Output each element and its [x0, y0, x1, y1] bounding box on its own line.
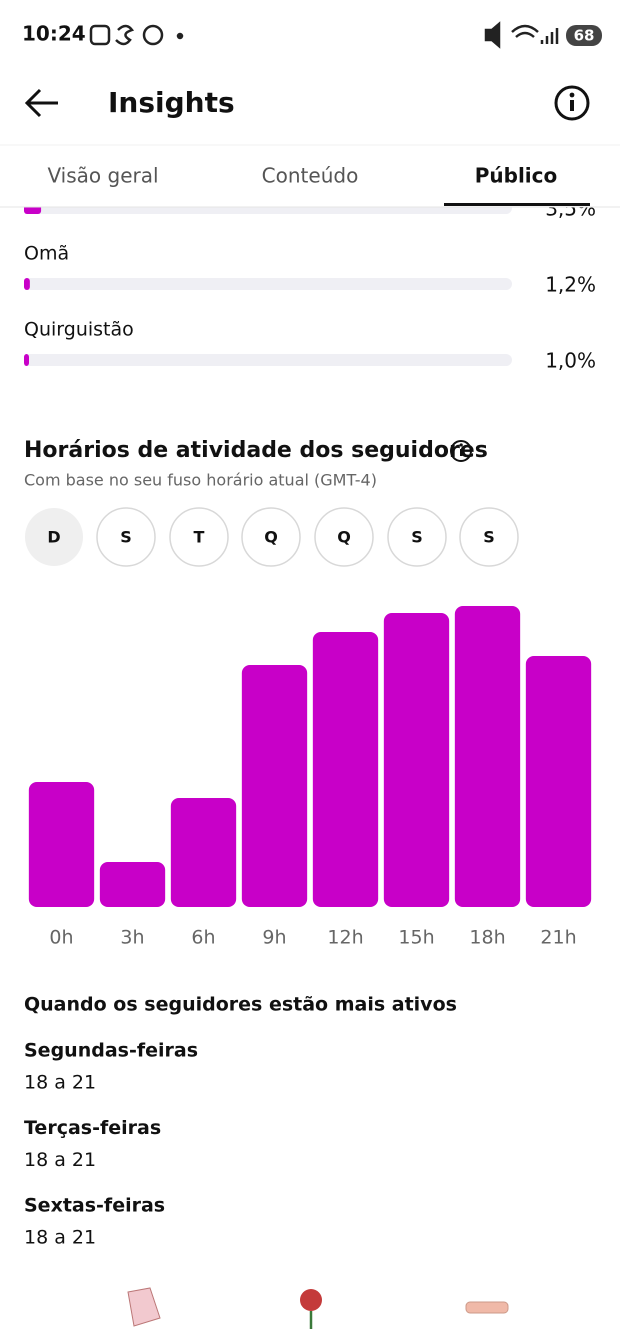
info-icon[interactable]	[450, 440, 472, 462]
back-button[interactable]	[24, 88, 58, 118]
day-button[interactable]	[459, 507, 519, 567]
day-button[interactable]	[169, 507, 229, 567]
day-button[interactable]	[241, 507, 301, 567]
page-title: Insights	[108, 86, 235, 119]
tab-indicator	[444, 203, 590, 206]
tab[interactable]: Visão geral	[47, 164, 158, 188]
x-tick-label: 18h	[469, 927, 505, 949]
progress-fill	[24, 278, 30, 290]
x-tick-label: 6h	[191, 927, 215, 949]
active-hours: 18 a 21	[24, 1072, 96, 1094]
day-label: S	[411, 528, 423, 547]
day-label: T	[194, 528, 205, 547]
day-label: D	[47, 528, 60, 547]
sticker[interactable]	[465, 1301, 509, 1314]
bar	[99, 862, 166, 907]
bar	[454, 606, 521, 907]
day-button[interactable]	[96, 507, 156, 567]
progress-fill	[24, 354, 29, 366]
section-subtitle: Com base no seu fuso horário atual (GMT-…	[24, 471, 377, 490]
day-label: S	[483, 528, 495, 547]
header-bg	[0, 0, 620, 207]
country-name: Quirguistão	[24, 319, 134, 341]
day-label: S	[120, 528, 132, 547]
info-button[interactable]	[554, 85, 590, 121]
active-day: Segundas-feiras	[24, 1040, 198, 1062]
tab[interactable]: Conteúdo	[262, 164, 359, 188]
active-hours: 18 a 21	[24, 1149, 96, 1171]
bar	[383, 613, 450, 907]
country-percent: 1,2%	[545, 273, 596, 297]
status-time: 10:24	[22, 22, 86, 46]
active-hours: 18 a 21	[24, 1227, 96, 1249]
x-tick-label: 21h	[540, 927, 576, 949]
status-icons	[89, 21, 602, 49]
country-name: Omã	[24, 243, 69, 265]
sticker[interactable]	[127, 1287, 161, 1327]
bar	[241, 665, 308, 907]
info-icon-bar	[460, 449, 463, 456]
x-tick-label: 0h	[49, 927, 73, 949]
progress-track	[24, 354, 512, 366]
x-tick-label: 15h	[398, 927, 434, 949]
progress-track	[24, 278, 512, 290]
day-button[interactable]	[25, 508, 83, 566]
day-label: Q	[264, 528, 278, 547]
day-button[interactable]	[314, 507, 374, 567]
info-icon-dot	[459, 443, 463, 447]
x-tick-label: 12h	[327, 927, 363, 949]
active-day: Terças-feiras	[24, 1117, 161, 1139]
battery-level: 68	[574, 27, 595, 45]
sticker[interactable]	[300, 1289, 322, 1311]
tab[interactable]: Público	[475, 164, 558, 188]
x-tick-label: 3h	[120, 927, 144, 949]
x-tick-label: 9h	[262, 927, 286, 949]
day-button[interactable]	[387, 507, 447, 567]
day-label: Q	[337, 528, 351, 547]
bar	[28, 782, 95, 907]
active-day: Sextas-feiras	[24, 1195, 165, 1217]
bar	[312, 632, 379, 907]
bar	[170, 798, 237, 907]
section-title: Quando os seguidores estão mais ativos	[24, 994, 457, 1016]
section-title: Horários de atividade dos seguidores	[24, 438, 488, 463]
bar	[525, 656, 592, 907]
country-percent: 1,0%	[545, 349, 596, 373]
